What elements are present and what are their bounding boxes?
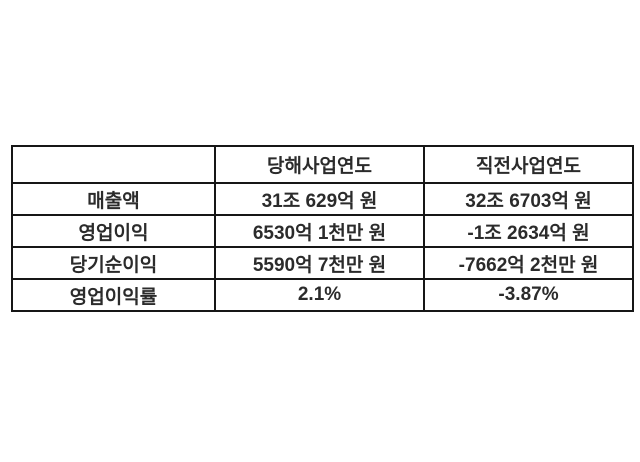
cell-revenue-current: 31조 629억 원	[214, 182, 425, 216]
row-label-operating-margin: 영업이익률	[11, 278, 216, 312]
header-cell-previous-fiscal-year: 직전사업연도	[423, 145, 634, 184]
table-header-row: 당해사업연도 직전사업연도	[11, 145, 634, 184]
table-row-operating-margin: 영업이익률 2.1% -3.87%	[11, 278, 634, 312]
row-label-revenue: 매출액	[11, 182, 216, 216]
cell-operating-profit-previous: -1조 2634억 원	[423, 214, 634, 248]
cell-net-income-current: 5590억 7천만 원	[214, 246, 425, 280]
cell-operating-profit-current: 6530억 1천만 원	[214, 214, 425, 248]
table-row-revenue: 매출액 31조 629억 원 32조 6703억 원	[11, 182, 634, 216]
header-cell-current-fiscal-year: 당해사업연도	[214, 145, 425, 184]
header-cell-empty	[11, 145, 216, 184]
row-label-operating-profit: 영업이익	[11, 214, 216, 248]
financial-summary-table: 당해사업연도 직전사업연도 매출액 31조 629억 원 32조 6703억 원…	[11, 145, 634, 312]
row-label-net-income: 당기순이익	[11, 246, 216, 280]
table-row-operating-profit: 영업이익 6530억 1천만 원 -1조 2634억 원	[11, 214, 634, 248]
cell-revenue-previous: 32조 6703억 원	[423, 182, 634, 216]
table-row-net-income: 당기순이익 5590억 7천만 원 -7662억 2천만 원	[11, 246, 634, 280]
cell-operating-margin-current: 2.1%	[214, 278, 425, 312]
cell-net-income-previous: -7662억 2천만 원	[423, 246, 634, 280]
cell-operating-margin-previous: -3.87%	[423, 278, 634, 312]
